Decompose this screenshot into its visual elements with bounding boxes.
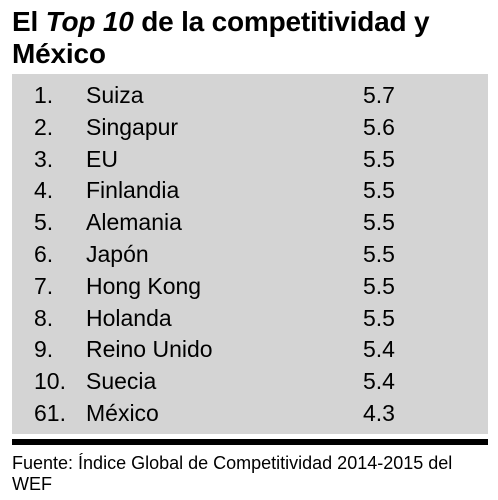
row-rank: 9.: [34, 336, 54, 363]
row-country: EU: [86, 145, 118, 172]
row-rank: 3.: [34, 145, 54, 172]
row-score: 5.4: [363, 368, 395, 395]
divider-rule: [12, 439, 488, 445]
row-country: Singapur: [86, 113, 179, 140]
row-score: 5.5: [363, 177, 395, 204]
row-score: 5.5: [363, 241, 395, 267]
row-country: Finlandia: [86, 177, 180, 204]
row-rank: 6.: [34, 241, 54, 267]
row-score: 5.5: [363, 145, 395, 172]
table-row: 8. Holanda 5.5: [12, 303, 488, 334]
table-row: 9. Reino Unido 5.4: [12, 334, 488, 365]
row-country: Hong Kong: [86, 272, 202, 299]
row-country: Suecia: [86, 368, 157, 395]
row-rank: 5.: [34, 209, 54, 236]
row-rank: 10.: [34, 368, 66, 395]
row-score: 4.3: [363, 400, 395, 426]
row-rank: 7.: [34, 272, 54, 299]
table-row: 3. EU 5.5: [12, 144, 488, 175]
chart-title: El Top 10 de la competitividad y México: [12, 6, 488, 70]
table-row: 4. Finlandia 5.5: [12, 175, 488, 206]
row-score: 5.4: [363, 336, 395, 363]
row-rank: 61.: [34, 400, 66, 426]
title-part-3: de la competitividad y México: [12, 6, 430, 69]
title-part-2: Top 10: [45, 6, 134, 37]
row-country: Japón: [86, 241, 149, 267]
table-row: 7. Hong Kong 5.5: [12, 271, 488, 302]
source-note: Fuente: Índice Global de Competitividad …: [12, 453, 453, 494]
row-score: 5.5: [363, 304, 395, 331]
row-rank: 2.: [34, 113, 54, 140]
table-row: 2. Singapur 5.6: [12, 112, 488, 143]
table-row: 61. México 4.3: [12, 398, 488, 429]
table-row: 5. Alemania 5.5: [12, 207, 488, 238]
row-score: 5.7: [363, 82, 395, 108]
row-country: Suiza: [86, 82, 144, 108]
ranking-table: 1. Suiza 5.7 2. Singapur 5.6 3. EU 5.5 4. Finlandi…: [12, 74, 488, 434]
row-country: Alemania: [86, 209, 182, 236]
row-country: Reino Unido: [86, 336, 213, 363]
table-row: 1. Suiza 5.7: [12, 80, 488, 111]
row-rank: 1.: [34, 82, 54, 108]
row-country: Holanda: [86, 304, 172, 331]
table-row: 6. Japón 5.5: [12, 239, 488, 270]
row-score: 5.6: [363, 113, 395, 140]
row-score: 5.5: [363, 272, 395, 299]
row-rank: 8.: [34, 304, 54, 331]
row-rank: 4.: [34, 177, 54, 204]
row-score: 5.5: [363, 209, 395, 236]
table-row: 10. Suecia 5.4: [12, 366, 488, 397]
title-part-1: El: [12, 6, 46, 37]
row-country: México: [86, 400, 159, 426]
